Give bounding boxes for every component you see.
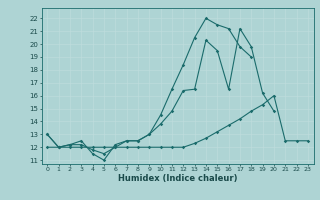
X-axis label: Humidex (Indice chaleur): Humidex (Indice chaleur) <box>118 174 237 183</box>
